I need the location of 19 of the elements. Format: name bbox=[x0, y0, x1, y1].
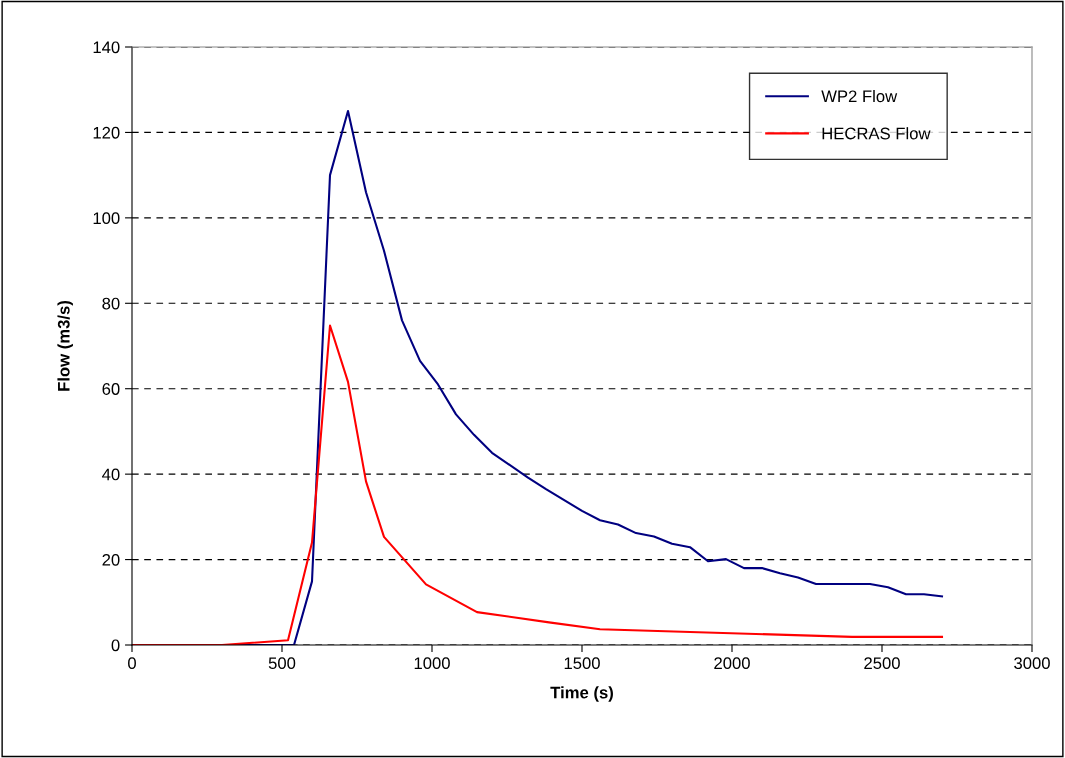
y-tick-label: 20 bbox=[102, 553, 120, 566]
legend-label: HECRAS Flow bbox=[822, 127, 931, 140]
y-tick-label: 100 bbox=[93, 212, 120, 225]
y-tick-label: 60 bbox=[102, 383, 120, 395]
x-axis-title: Time (s) bbox=[550, 686, 613, 702]
x-tick-label: 1500 bbox=[564, 657, 600, 670]
legend-label: WP2 Flow bbox=[821, 89, 898, 103]
y-tick-label: 0 bbox=[111, 639, 120, 652]
y-tick-label: 120 bbox=[93, 126, 120, 139]
x-tick-label: 2500 bbox=[864, 657, 900, 670]
y-tick-label: 80 bbox=[102, 297, 120, 310]
x-tick-label: 1000 bbox=[414, 657, 450, 670]
x-tick-label: 0 bbox=[128, 657, 136, 670]
x-tick-label: 3000 bbox=[1014, 657, 1050, 670]
y-tick-label: 40 bbox=[102, 468, 120, 481]
x-tick-label: 500 bbox=[268, 657, 296, 670]
y-axis-title: Flow (m3/s) bbox=[57, 300, 73, 391]
x-tick-label: 2000 bbox=[714, 657, 750, 670]
y-tick-label: 140 bbox=[93, 41, 120, 54]
